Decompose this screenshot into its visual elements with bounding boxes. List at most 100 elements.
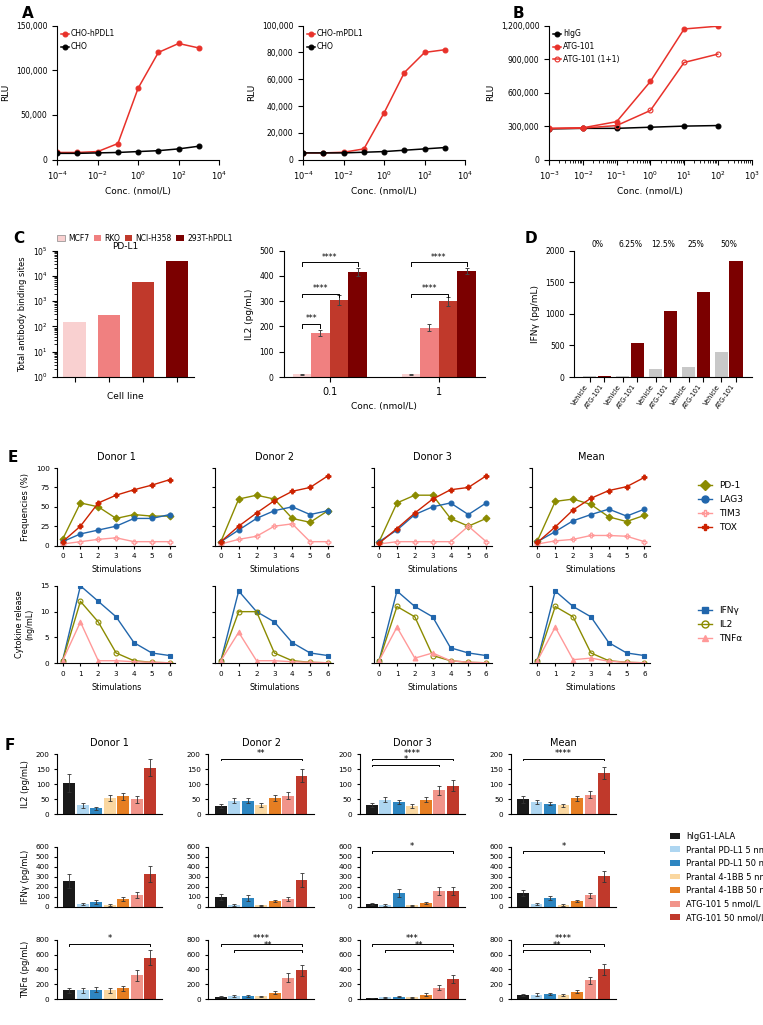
ATG-101	[713, 20, 723, 33]
Bar	[439, 301, 457, 377]
X-axis label: Cell line: Cell line	[108, 393, 144, 401]
Bar	[366, 904, 378, 907]
Bar	[407, 806, 418, 814]
Bar	[144, 874, 156, 907]
Bar	[447, 891, 459, 907]
hIgG	[713, 119, 723, 131]
CHO-mPDL1	[440, 44, 449, 56]
Bar	[144, 768, 156, 814]
ATG-101	[680, 23, 689, 35]
Bar	[433, 790, 446, 814]
Bar	[330, 300, 348, 377]
Bar	[131, 800, 143, 814]
Bar	[631, 343, 644, 377]
CHO	[339, 147, 348, 159]
CHO	[359, 147, 369, 159]
ATG-101	[578, 122, 588, 134]
Y-axis label: IL2 (pg/mL): IL2 (pg/mL)	[21, 761, 31, 808]
Bar	[571, 992, 583, 999]
Bar	[366, 806, 378, 814]
Bar	[379, 800, 391, 814]
Bar	[77, 806, 89, 814]
hIgG	[645, 121, 655, 133]
Text: ****: ****	[313, 284, 328, 293]
Bar	[598, 773, 610, 814]
hIgG	[578, 122, 588, 134]
Bar	[63, 783, 76, 814]
CHO-mPDL1	[420, 46, 430, 58]
Bar	[98, 315, 120, 1025]
Bar	[558, 806, 569, 814]
Bar	[393, 996, 404, 999]
X-axis label: Stimulations: Stimulations	[566, 683, 616, 692]
ATG-101 (1+1)	[612, 119, 621, 131]
X-axis label: Stimulations: Stimulations	[250, 683, 300, 692]
Y-axis label: Total antibody binding sites: Total antibody binding sites	[18, 256, 27, 372]
Bar	[447, 979, 459, 999]
Bar	[598, 876, 610, 907]
Bar	[598, 970, 610, 999]
Bar	[63, 880, 76, 907]
CHO	[420, 142, 430, 155]
CHO	[73, 148, 82, 160]
Bar	[530, 803, 542, 814]
Bar	[63, 322, 85, 1025]
Bar	[282, 978, 294, 999]
Bar	[584, 895, 597, 907]
Bar	[118, 899, 129, 907]
Bar	[255, 905, 267, 907]
Text: *: *	[562, 842, 565, 851]
Bar	[598, 376, 611, 377]
Bar	[295, 971, 307, 999]
Bar	[77, 990, 89, 999]
CHO-hPDL1	[114, 137, 123, 150]
X-axis label: Conc. (nmol/L): Conc. (nmol/L)	[351, 402, 417, 411]
CHO	[114, 147, 123, 159]
Text: *: *	[410, 842, 414, 851]
Bar	[214, 806, 227, 814]
Text: C: C	[14, 231, 24, 246]
CHO-hPDL1	[154, 46, 163, 58]
ATG-101	[645, 75, 655, 87]
Y-axis label: TNFα (pg/mL): TNFα (pg/mL)	[21, 941, 31, 998]
CHO-mPDL1	[400, 67, 409, 79]
CHO	[174, 142, 183, 155]
ATG-101 (1+1)	[680, 56, 689, 69]
Legend: CHO-hPDL1, CHO: CHO-hPDL1, CHO	[61, 30, 115, 51]
Bar	[517, 893, 529, 907]
Line: hIgG: hIgG	[547, 123, 720, 131]
Text: 25%: 25%	[687, 241, 704, 249]
CHO	[440, 141, 449, 154]
CHO	[298, 147, 307, 159]
Text: ****: ****	[555, 934, 572, 943]
Bar	[242, 995, 253, 999]
Bar	[715, 353, 728, 377]
Line: CHO: CHO	[301, 146, 447, 156]
CHO-mPDL1	[319, 147, 328, 159]
Y-axis label: RLU: RLU	[486, 84, 495, 101]
Bar	[584, 980, 597, 999]
Text: ****: ****	[422, 284, 437, 293]
Bar	[729, 260, 742, 377]
Bar	[682, 367, 695, 377]
CHO	[53, 148, 62, 160]
Bar	[91, 990, 102, 999]
Legend: IFNγ, IL2, TNFα: IFNγ, IL2, TNFα	[695, 603, 746, 647]
Bar	[295, 776, 307, 814]
Legend: MCF7, RKO, NCI-H358, 293T-hPDL1: MCF7, RKO, NCI-H358, 293T-hPDL1	[54, 231, 236, 246]
Bar	[311, 333, 330, 377]
X-axis label: Conc. (nmol/L): Conc. (nmol/L)	[617, 188, 684, 196]
Bar	[558, 995, 569, 999]
Bar	[571, 798, 583, 814]
hIgG	[612, 122, 621, 134]
Text: *: *	[108, 934, 112, 943]
Bar	[366, 998, 378, 999]
Bar	[91, 808, 102, 814]
Y-axis label: IFNγ (pg/mL): IFNγ (pg/mL)	[21, 850, 31, 904]
Line: ATG-101: ATG-101	[547, 24, 720, 131]
Text: ****: ****	[555, 749, 572, 757]
Bar	[214, 996, 227, 999]
ATG-101	[612, 116, 621, 128]
Bar	[558, 905, 569, 907]
Bar	[282, 899, 294, 907]
